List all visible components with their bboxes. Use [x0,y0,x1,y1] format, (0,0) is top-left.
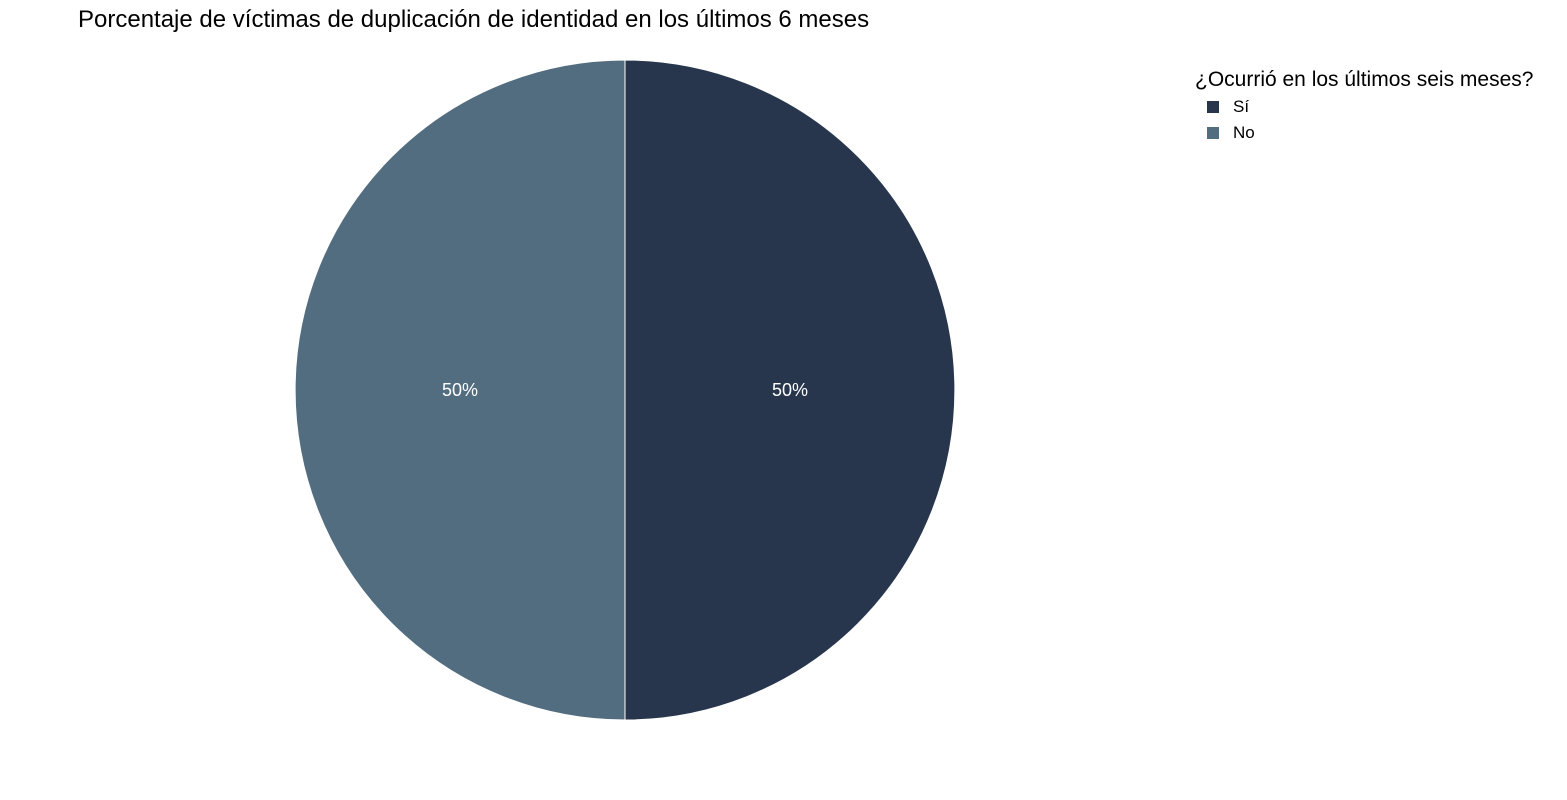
legend-swatch-si [1207,101,1219,113]
legend-title: ¿Ocurrió en los últimos seis meses? [1195,68,1534,91]
pie-slice-si[interactable] [624,59,956,721]
pie-slice-label-no: 50% [442,380,478,400]
legend: ¿Ocurrió en los últimos seis meses? Sí N… [1195,68,1533,146]
legend-item-no[interactable]: No [1195,120,1533,146]
legend-item-si[interactable]: Sí [1195,94,1533,120]
pie-slice-label-si: 50% [772,380,808,400]
legend-label-no: No [1233,123,1255,142]
legend-label-si: Sí [1233,97,1250,116]
pie-slice-no[interactable] [294,59,626,721]
legend-swatch-no [1207,127,1219,139]
pie-slices [294,59,956,721]
chart-title: Porcentaje de víctimas de duplicación de… [78,6,870,33]
pie-slice-labels: 50% 50% [442,380,808,400]
